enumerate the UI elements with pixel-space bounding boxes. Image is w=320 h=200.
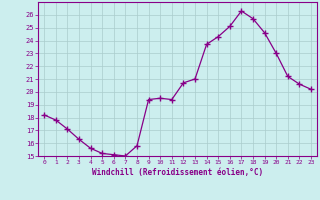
- X-axis label: Windchill (Refroidissement éolien,°C): Windchill (Refroidissement éolien,°C): [92, 168, 263, 177]
